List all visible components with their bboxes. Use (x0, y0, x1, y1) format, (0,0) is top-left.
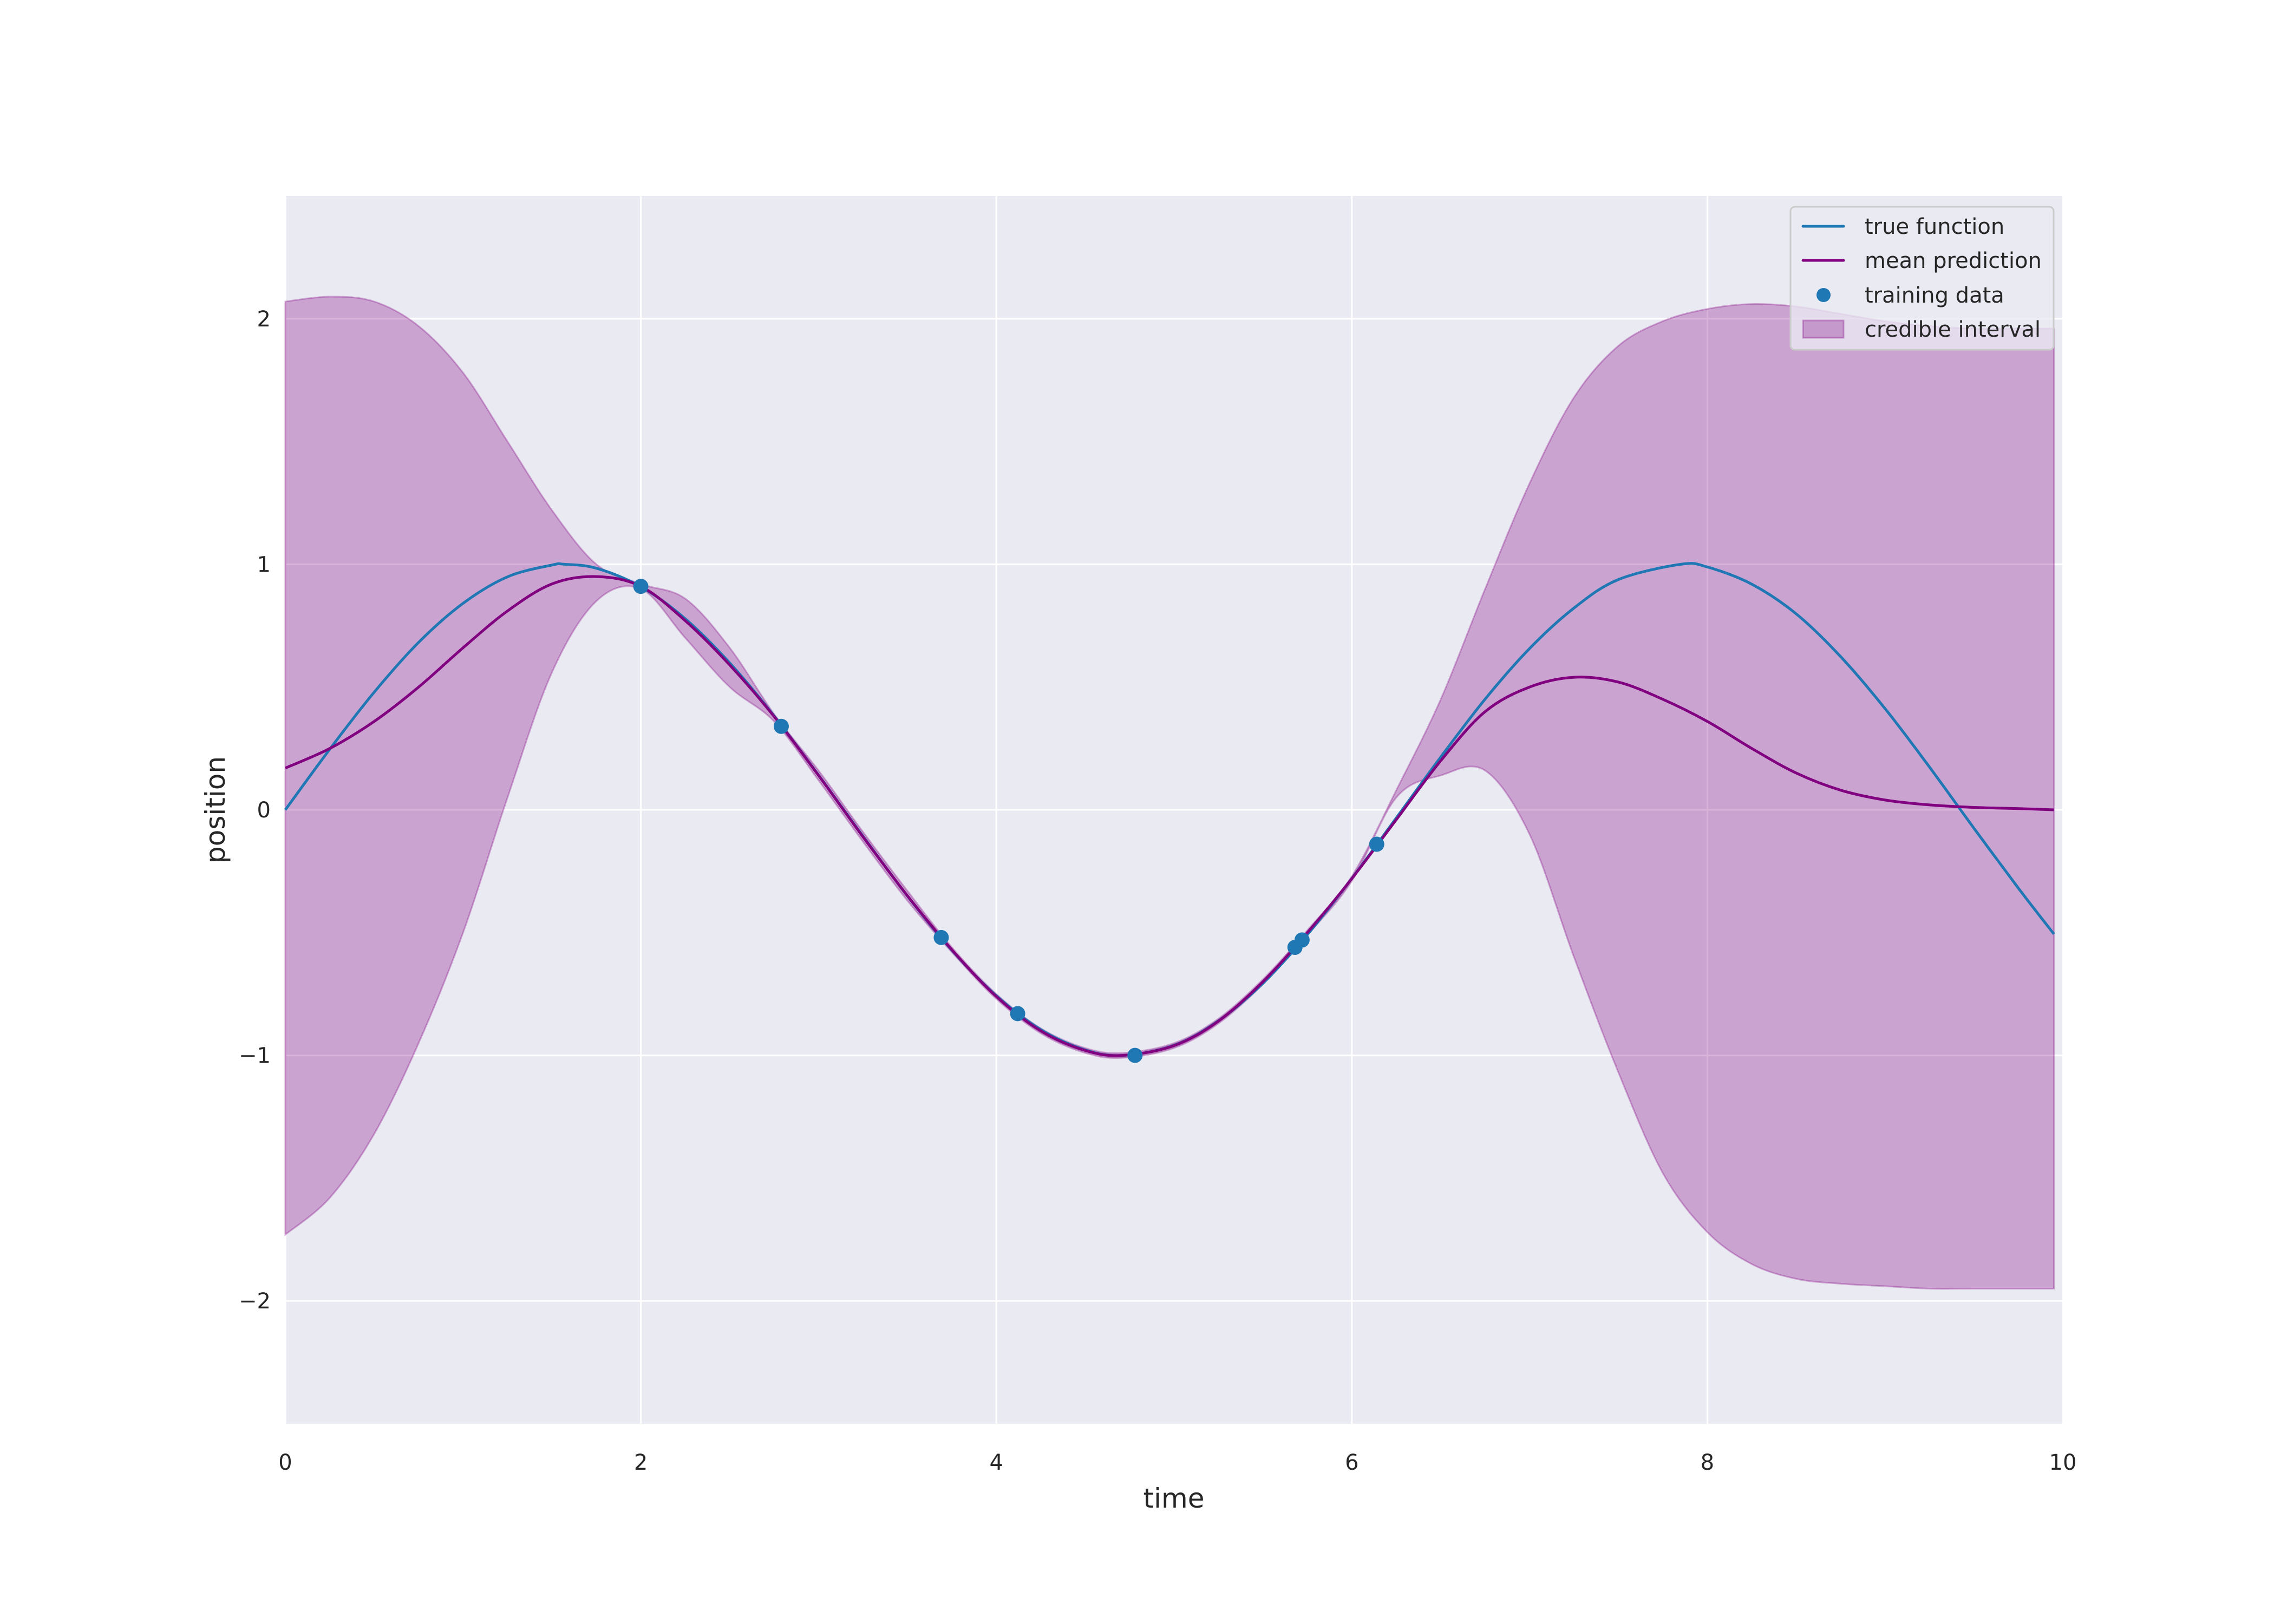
legend-credible-interval-icon (1802, 319, 1845, 339)
y-tick-label: 2 (257, 307, 271, 332)
training-data-points (633, 579, 1384, 1063)
y-tick-label: −2 (239, 1289, 271, 1314)
credible-interval-band (284, 296, 2055, 1290)
training-data-point (1369, 836, 1384, 852)
legend-label-mean-prediction: mean prediction (1865, 248, 2042, 273)
legend-label-credible-interval: credible interval (1865, 317, 2041, 342)
training-data-point (1294, 932, 1310, 948)
x-tick-label: 8 (1701, 1450, 1714, 1475)
training-data-point (773, 718, 789, 734)
x-axis-ticks: 0 2 4 6 8 10 (278, 1450, 2076, 1475)
x-axis-label: time (1143, 1483, 1205, 1514)
mean-prediction-line (284, 575, 2054, 1057)
y-tick-label: 1 (257, 552, 271, 577)
legend-training-data-icon (1816, 288, 1831, 302)
legend-box (1789, 206, 2055, 351)
x-tick-label: 2 (634, 1450, 648, 1475)
training-data-point (1010, 1006, 1025, 1021)
x-tick-label: 4 (989, 1450, 1003, 1475)
legend-label-training-data: training data (1865, 283, 2004, 308)
training-data-point (1127, 1047, 1143, 1063)
x-tick-label: 6 (1345, 1450, 1358, 1475)
legend: true function mean prediction training d… (1789, 206, 2055, 351)
x-tick-label: 10 (2049, 1450, 2077, 1475)
x-tick-label: 0 (278, 1450, 292, 1475)
y-axis-ticks: −2 −1 0 1 2 (239, 307, 271, 1314)
y-axis-label: position (200, 756, 231, 863)
training-data-point (933, 929, 949, 945)
y-tick-label: −1 (239, 1044, 271, 1069)
training-data-point (633, 579, 649, 594)
grid-lines (284, 196, 2064, 1424)
legend-label-true-function: true function (1865, 214, 2004, 239)
y-tick-label: 0 (257, 798, 271, 823)
